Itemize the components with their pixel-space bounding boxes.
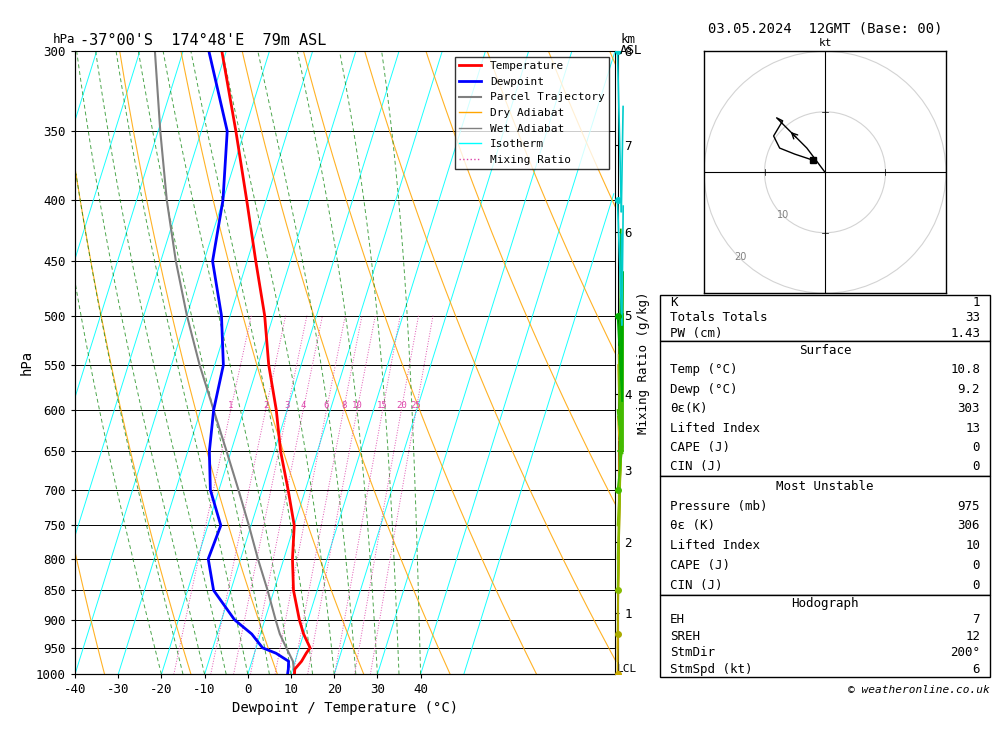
- Text: CAPE (J): CAPE (J): [670, 441, 730, 454]
- Text: Pressure (mb): Pressure (mb): [670, 500, 767, 512]
- Text: 0: 0: [973, 579, 980, 592]
- Text: 10: 10: [352, 401, 363, 410]
- Text: StmSpd (kt): StmSpd (kt): [670, 663, 752, 676]
- Text: PW (cm): PW (cm): [670, 327, 722, 339]
- Text: Totals Totals: Totals Totals: [670, 312, 767, 324]
- Y-axis label: hPa: hPa: [19, 350, 33, 375]
- Text: SREH: SREH: [670, 630, 700, 643]
- Text: 200°: 200°: [950, 647, 980, 659]
- Text: -37°00'S  174°48'E  79m ASL: -37°00'S 174°48'E 79m ASL: [80, 33, 326, 48]
- Text: 10: 10: [777, 210, 789, 220]
- Text: CIN (J): CIN (J): [670, 579, 722, 592]
- Text: LCL: LCL: [617, 664, 637, 674]
- Text: 2: 2: [263, 401, 268, 410]
- Text: ASL: ASL: [620, 44, 642, 57]
- Text: StmDir: StmDir: [670, 647, 715, 659]
- Y-axis label: Mixing Ratio (g/kg): Mixing Ratio (g/kg): [637, 292, 650, 434]
- Text: 1: 1: [228, 401, 233, 410]
- Text: θε (K): θε (K): [670, 520, 715, 532]
- Text: 10: 10: [965, 539, 980, 552]
- Text: 1.43: 1.43: [950, 327, 980, 339]
- Text: 20: 20: [734, 252, 747, 262]
- Text: 10.8: 10.8: [950, 364, 980, 377]
- Text: 306: 306: [958, 520, 980, 532]
- Text: Hodograph: Hodograph: [791, 597, 859, 610]
- Text: km: km: [620, 33, 635, 46]
- Text: Most Unstable: Most Unstable: [776, 480, 874, 493]
- Text: © weatheronline.co.uk: © weatheronline.co.uk: [848, 685, 990, 695]
- Text: 303: 303: [958, 402, 980, 415]
- Text: 0: 0: [973, 460, 980, 474]
- Text: Lifted Index: Lifted Index: [670, 421, 760, 435]
- Text: Lifted Index: Lifted Index: [670, 539, 760, 552]
- Text: Surface: Surface: [799, 344, 851, 357]
- Text: hPa: hPa: [52, 33, 75, 46]
- Text: 3: 3: [285, 401, 290, 410]
- Text: 7: 7: [973, 614, 980, 626]
- Text: 4: 4: [301, 401, 306, 410]
- Text: K: K: [670, 296, 677, 309]
- Legend: Temperature, Dewpoint, Parcel Trajectory, Dry Adiabat, Wet Adiabat, Isotherm, Mi: Temperature, Dewpoint, Parcel Trajectory…: [455, 57, 609, 169]
- Text: 0: 0: [973, 441, 980, 454]
- X-axis label: Dewpoint / Temperature (°C): Dewpoint / Temperature (°C): [232, 701, 458, 715]
- Text: 03.05.2024  12GMT (Base: 00): 03.05.2024 12GMT (Base: 00): [708, 22, 942, 36]
- Text: CIN (J): CIN (J): [670, 460, 722, 474]
- Text: 975: 975: [958, 500, 980, 512]
- Text: θε(K): θε(K): [670, 402, 707, 415]
- Text: 0: 0: [973, 559, 980, 572]
- Text: EH: EH: [670, 614, 685, 626]
- Text: Dewp (°C): Dewp (°C): [670, 383, 737, 396]
- Text: 12: 12: [965, 630, 980, 643]
- Text: 20: 20: [396, 401, 407, 410]
- Text: 6: 6: [324, 401, 329, 410]
- Text: 33: 33: [965, 312, 980, 324]
- Text: 13: 13: [965, 421, 980, 435]
- Text: CAPE (J): CAPE (J): [670, 559, 730, 572]
- Text: 8: 8: [341, 401, 346, 410]
- Text: 15: 15: [377, 401, 388, 410]
- X-axis label: kt: kt: [818, 38, 832, 48]
- Text: 25: 25: [411, 401, 422, 410]
- Text: Temp (°C): Temp (°C): [670, 364, 737, 377]
- Text: 1: 1: [973, 296, 980, 309]
- Text: 6: 6: [973, 663, 980, 676]
- Text: 9.2: 9.2: [958, 383, 980, 396]
